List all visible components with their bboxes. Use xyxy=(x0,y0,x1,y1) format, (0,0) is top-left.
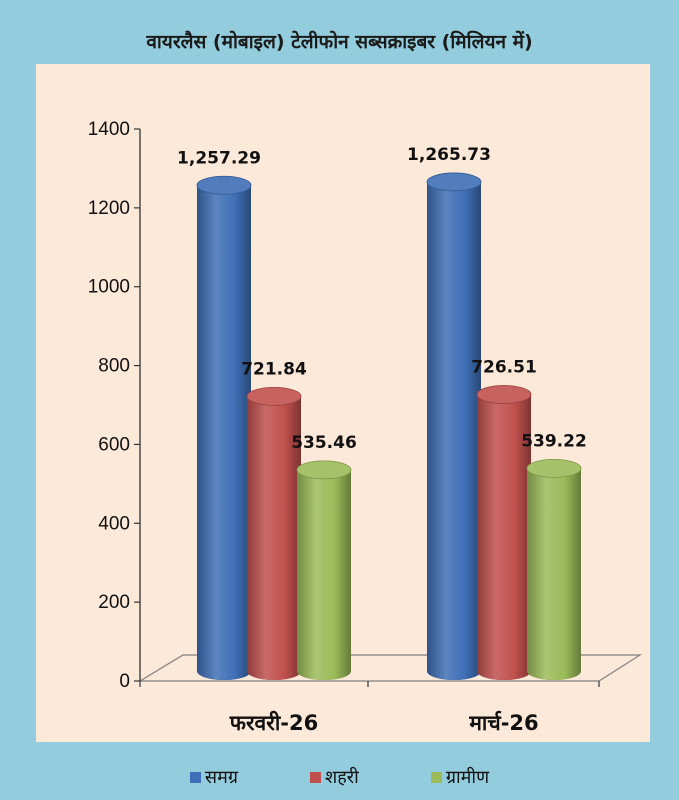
y-tick-label: 800 xyxy=(98,356,130,377)
bar-base-ellipse xyxy=(197,662,251,680)
bar-top-cap xyxy=(476,385,532,404)
y-tick-label: 400 xyxy=(98,513,130,534)
y-tick-label: 0 xyxy=(119,671,130,692)
x-category-label: मार्च-26 xyxy=(468,710,538,735)
bar-body xyxy=(197,185,251,672)
legend-swatch-series-0 xyxy=(189,771,201,783)
bar-series-2-category-0 xyxy=(296,460,352,680)
bar-series-2-category-1 xyxy=(526,458,582,680)
data-label: 1,265.73 xyxy=(407,145,491,165)
bar-body xyxy=(477,394,531,671)
data-label: 539.22 xyxy=(521,431,587,451)
bar-series-1-category-1 xyxy=(476,385,532,680)
y-tick-label: 1200 xyxy=(88,198,130,219)
legend: समग्र शहरी ग्रामीण xyxy=(0,765,679,789)
bar-base-ellipse xyxy=(297,662,351,680)
data-label: 1,257.29 xyxy=(177,148,261,168)
chart-svg: 0 200 400 600 800 1000 1200 1400 1,257.29 721.84 5… xyxy=(88,119,643,735)
bar-base-ellipse xyxy=(247,662,301,680)
bar-series-0-category-1 xyxy=(426,172,482,680)
legend-item-series-1: शहरी xyxy=(310,765,359,789)
y-tick-label: 1000 xyxy=(88,277,130,298)
bar-series-0-category-0 xyxy=(196,175,252,680)
y-tick-label: 600 xyxy=(98,434,130,455)
bar-top-cap xyxy=(426,172,482,192)
bar-body xyxy=(427,181,481,672)
bar-top-cap xyxy=(296,460,352,480)
data-label: 721.84 xyxy=(241,359,307,379)
legend-item-series-2: ग्रामीण xyxy=(430,765,490,789)
x-category-label: फरवरी-26 xyxy=(229,710,318,735)
legend-swatch-series-1 xyxy=(310,771,321,783)
bar-base-ellipse xyxy=(527,662,581,680)
chart-title: वायरलैस (मोबाइल) टेलीफोन सब्सक्राइबर (मि… xyxy=(146,31,533,53)
bar-body xyxy=(527,468,581,671)
legend-item-series-0: समग्र xyxy=(189,765,238,789)
legend-swatch-series-2 xyxy=(430,771,442,783)
data-label: 535.46 xyxy=(291,433,357,453)
legend-label-series-1: शहरी xyxy=(325,767,359,788)
bar-base-ellipse xyxy=(477,662,531,680)
bar-top-cap xyxy=(246,386,302,406)
legend-label-series-0: समग्र xyxy=(204,767,238,788)
chart-floor xyxy=(137,654,643,682)
bar-series-1-category-0 xyxy=(246,386,302,680)
legend-label-series-2: ग्रामीण xyxy=(445,767,490,788)
bar-body xyxy=(297,469,351,671)
bar-top-cap xyxy=(526,458,582,478)
bar-base-ellipse xyxy=(427,662,481,680)
bar-top-cap xyxy=(196,175,252,195)
y-tick-label: 1400 xyxy=(88,119,130,140)
y-tick-label: 200 xyxy=(98,592,130,613)
data-label: 726.51 xyxy=(471,358,537,378)
bar-body xyxy=(247,396,301,671)
